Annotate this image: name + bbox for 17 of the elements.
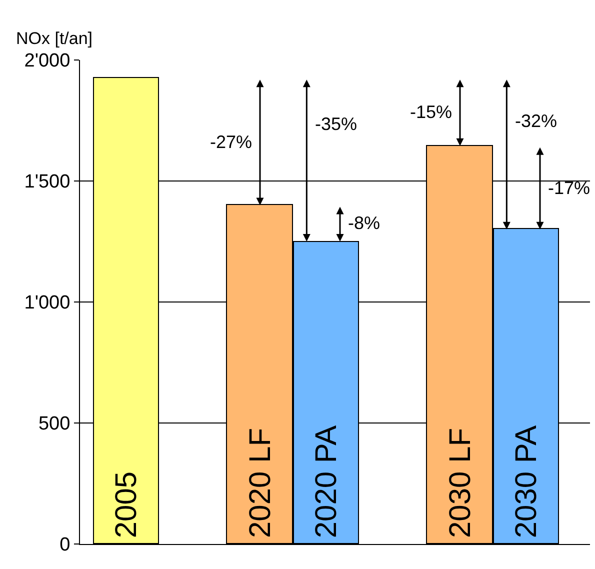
y-tick-label: 0 — [60, 534, 70, 556]
annotation: -15% — [410, 102, 452, 122]
x-tick-label: 2030 LF — [444, 428, 477, 538]
x-tick-label: 2005 — [110, 471, 144, 538]
annotation: -27% — [210, 132, 252, 152]
y-tick-label: 1'500 — [24, 172, 70, 193]
x-tick-label: 2020 LF — [244, 428, 277, 538]
annotation: -35% — [315, 114, 358, 134]
y-tick-label: 500 — [38, 414, 70, 435]
annotation: -17% — [548, 178, 590, 198]
y-axis-title: NOx [t/an] — [16, 29, 93, 48]
annotation: -32% — [515, 111, 558, 131]
x-tick-label: 2030 PA — [510, 425, 544, 538]
y-tick-label: 1'000 — [24, 292, 70, 314]
y-tick-label: 2'000 — [24, 50, 70, 72]
annotation: -8% — [348, 213, 380, 233]
x-tick-label: 2020 PA — [310, 425, 344, 538]
